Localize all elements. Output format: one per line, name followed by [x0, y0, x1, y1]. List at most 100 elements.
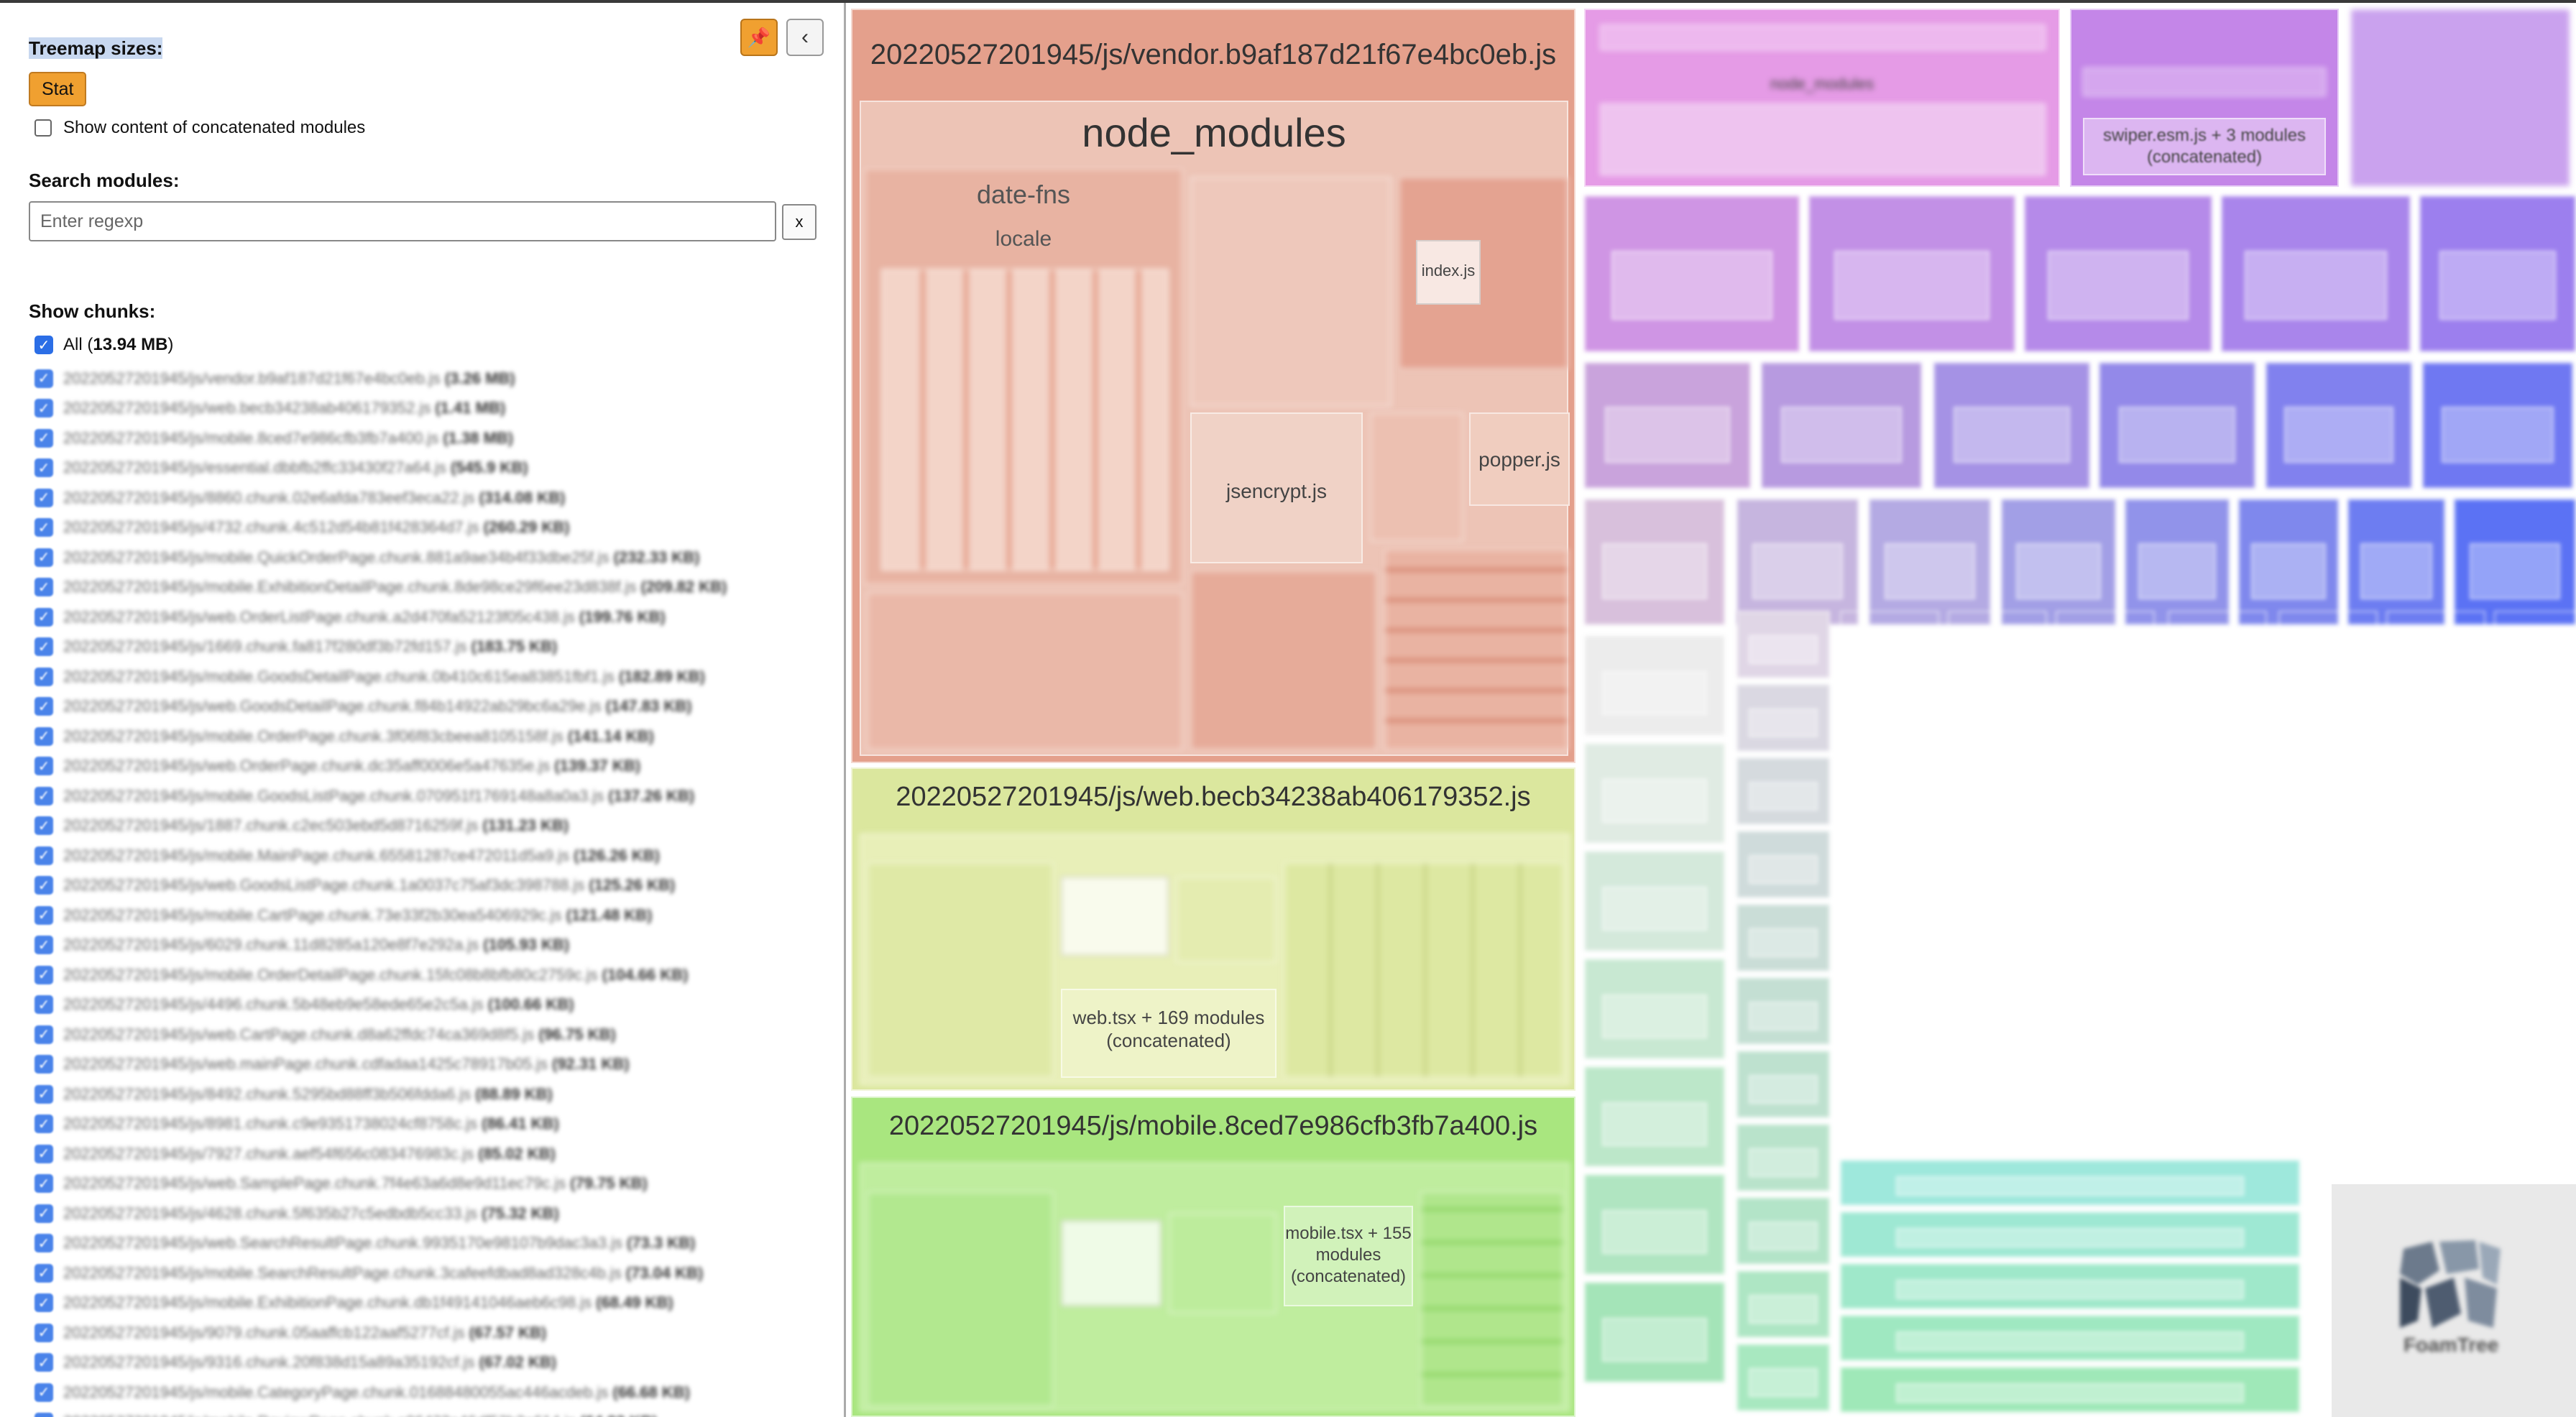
treemap-module-tile[interactable]	[1736, 684, 1830, 752]
treemap-module-tile[interactable]	[2494, 898, 2576, 948]
chunk-list-item[interactable]: ✓ 20220527201945/js/mobile.CategoryPage.c…	[34, 1377, 840, 1408]
treemap-module-tile[interactable]	[1933, 362, 2090, 489]
treemap-module-tile[interactable]	[2278, 783, 2378, 834]
treemap-module-tile[interactable]	[2386, 668, 2485, 719]
chunk-list-item[interactable]: ✓ 20220527201945/js/mobile.GoodsListPage.…	[34, 781, 840, 811]
treemap-module-tile[interactable]	[2386, 898, 2485, 948]
chunk-checkbox[interactable]: ✓	[34, 637, 53, 657]
treemap-module-tile[interactable]	[2056, 898, 2155, 948]
treemap-module-tile[interactable]	[1736, 757, 1830, 825]
chunk-list-item[interactable]: ✓ 20220527201945/js/8981.chunk.c9e9351738…	[34, 1109, 840, 1140]
treemap-module-tile[interactable]	[1869, 499, 1991, 625]
treemap-module-tile[interactable]	[2347, 499, 2445, 625]
chunk-purple-a[interactable]: swiper.esm.js + 3 modules (concatenated)	[2070, 9, 2339, 187]
treemap-module-tile[interactable]	[1584, 362, 1751, 489]
treemap-module-tile[interactable]	[1948, 1013, 2047, 1063]
chunk-list-item[interactable]: ✓ 20220527201945/js/web.GoodsListPage.chu…	[34, 871, 840, 901]
mobile-module-a[interactable]	[867, 1191, 1054, 1407]
treemap-module-tile[interactable]	[2024, 195, 2212, 352]
treemap-module-tile[interactable]	[2386, 611, 2485, 661]
chunk-checkbox[interactable]: ✓	[34, 518, 53, 537]
chunk-checkbox[interactable]: ✓	[34, 428, 53, 448]
treemap-module-tile[interactable]	[2168, 956, 2267, 1006]
chunk-checkbox[interactable]: ✓	[34, 786, 53, 806]
chunk-list-item[interactable]: ✓ 20220527201945/js/mobile.ExhibitionPage…	[34, 1288, 840, 1319]
vendor-module-d[interactable]	[867, 592, 1183, 750]
collapse-sidebar-button[interactable]: ‹	[786, 19, 824, 56]
treemap-module-tile[interactable]	[1840, 783, 1939, 834]
mobile-module-d[interactable]	[1420, 1191, 1564, 1407]
chunk-list-item[interactable]: ✓ 20220527201945/js/web.OrderListPage.chu…	[34, 602, 840, 632]
treemap-module-tile[interactable]	[2168, 1013, 2267, 1063]
web-module-c[interactable]	[1176, 877, 1276, 963]
size-option-stat-button[interactable]: Stat	[29, 72, 87, 106]
chunk-checkbox[interactable]: ✓	[34, 1293, 53, 1313]
chunk-checkbox[interactable]: ✓	[34, 399, 53, 418]
treemap-module-tile[interactable]	[1584, 851, 1725, 951]
treemap-module-tile[interactable]	[1736, 831, 1830, 898]
treemap-module-tile[interactable]	[1584, 743, 1725, 844]
vendor-module-b[interactable]	[1190, 571, 1377, 750]
chunk-checkbox[interactable]: ✓	[34, 1383, 53, 1402]
treemap-module-tile[interactable]	[2386, 956, 2485, 1006]
chunk-list-item[interactable]: ✓ 20220527201945/js/9316.chunk.20f838d15a…	[34, 1348, 840, 1378]
chunk-checkbox[interactable]: ✓	[34, 995, 53, 1015]
chunk-list-item[interactable]: ✓ 20220527201945/js/mobile.MainPage.chunk…	[34, 841, 840, 871]
treemap-module-tile[interactable]	[2454, 499, 2576, 625]
treemap-module-tile[interactable]	[1840, 956, 1939, 1006]
chunk-checkbox[interactable]: ✓	[34, 1323, 53, 1342]
treemap-module-tile[interactable]	[2386, 726, 2485, 776]
treemap-module-tile[interactable]	[1736, 1051, 1830, 1118]
treemap-module-tile[interactable]	[2419, 195, 2576, 352]
treemap-module-tile[interactable]	[1840, 1160, 2300, 1206]
treemap-module-tile[interactable]	[2278, 726, 2378, 776]
treemap[interactable]: 20220527201945/js/vendor.b9af187d21f67e4…	[848, 3, 2576, 1417]
show-concat-checkbox[interactable]	[34, 119, 52, 137]
chunk-checkbox[interactable]: ✓	[34, 905, 53, 925]
chunk-list-item[interactable]: ✓ 20220527201945/js/mobile.8ced7e986cfb3f…	[34, 423, 840, 453]
treemap-module-tile[interactable]	[2168, 726, 2267, 776]
treemap-module-tile[interactable]	[2125, 499, 2230, 625]
treemap-module-tile[interactable]	[1736, 1344, 1830, 1411]
treemap-module-tile[interactable]	[2056, 726, 2155, 776]
treemap-module-tile[interactable]	[1761, 362, 1922, 489]
treemap-module-tile[interactable]	[1948, 898, 2047, 948]
treemap-module-tile[interactable]	[1584, 1174, 1725, 1275]
chunk-list-item[interactable]: ✓ 20220527201945/js/8860.chunk.02e6afda78…	[34, 483, 840, 513]
show-concat-row[interactable]: Show content of concatenated modules	[34, 118, 365, 138]
mobile-module-c[interactable]	[1169, 1213, 1276, 1314]
treemap-module-tile[interactable]	[1584, 1282, 1725, 1383]
chunk-list-item[interactable]: ✓ 20220527201945/js/mobile.OrderDetailPag…	[34, 960, 840, 990]
treemap-module-tile[interactable]	[1584, 1066, 1725, 1167]
treemap-module-tile[interactable]	[2001, 499, 2116, 625]
treemap-module-tile[interactable]	[1948, 611, 2047, 661]
treemap-module-tile[interactable]	[1736, 1197, 1830, 1265]
vendor-module-a[interactable]	[1370, 412, 1463, 542]
vendor-locale-grid[interactable]	[881, 269, 1169, 571]
treemap-module-tile[interactable]	[2278, 1071, 2378, 1121]
treemap-module-tile[interactable]	[1948, 1071, 2047, 1121]
treemap-module-tile[interactable]	[2494, 956, 2576, 1006]
treemap-module-tile[interactable]	[1584, 959, 1725, 1059]
treemap-module-tile[interactable]	[1584, 499, 1725, 625]
chunk-list-item[interactable]: ✓ 20220527201945/js/mobile.GoodsDetailPag…	[34, 662, 840, 692]
chunk-mobile[interactable]: 20220527201945/js/mobile.8ced7e986cfb3fb…	[851, 1097, 1576, 1417]
chunk-checkbox[interactable]: ✓	[34, 757, 53, 776]
chunk-list-item[interactable]: ✓ 20220527201945/js/1887.chunk.c2ec503ebd…	[34, 811, 840, 841]
treemap-module-tile[interactable]	[2422, 362, 2573, 489]
chunk-web[interactable]: 20220527201945/js/web.becb34238ab4061793…	[851, 767, 1576, 1091]
treemap-module-tile[interactable]	[2168, 783, 2267, 834]
treemap-module-tile[interactable]	[1948, 726, 2047, 776]
web-module-b[interactable]	[1061, 877, 1169, 956]
chunk-checkbox[interactable]: ✓	[34, 936, 53, 955]
treemap-module-tile[interactable]	[2386, 1071, 2485, 1121]
treemap-module-tile[interactable]	[1736, 611, 1830, 678]
treemap-module-tile[interactable]	[2221, 195, 2411, 352]
treemap-module-tile[interactable]	[1840, 1013, 1939, 1063]
chunk-checkbox[interactable]: ✓	[34, 1114, 53, 1134]
clear-search-button[interactable]: x	[782, 204, 816, 240]
pin-sidebar-button[interactable]: 📌	[740, 19, 778, 56]
treemap-module-tile[interactable]	[2278, 668, 2378, 719]
treemap-module-tile[interactable]	[2494, 611, 2576, 661]
treemap-module-tile[interactable]	[2494, 1128, 2576, 1178]
